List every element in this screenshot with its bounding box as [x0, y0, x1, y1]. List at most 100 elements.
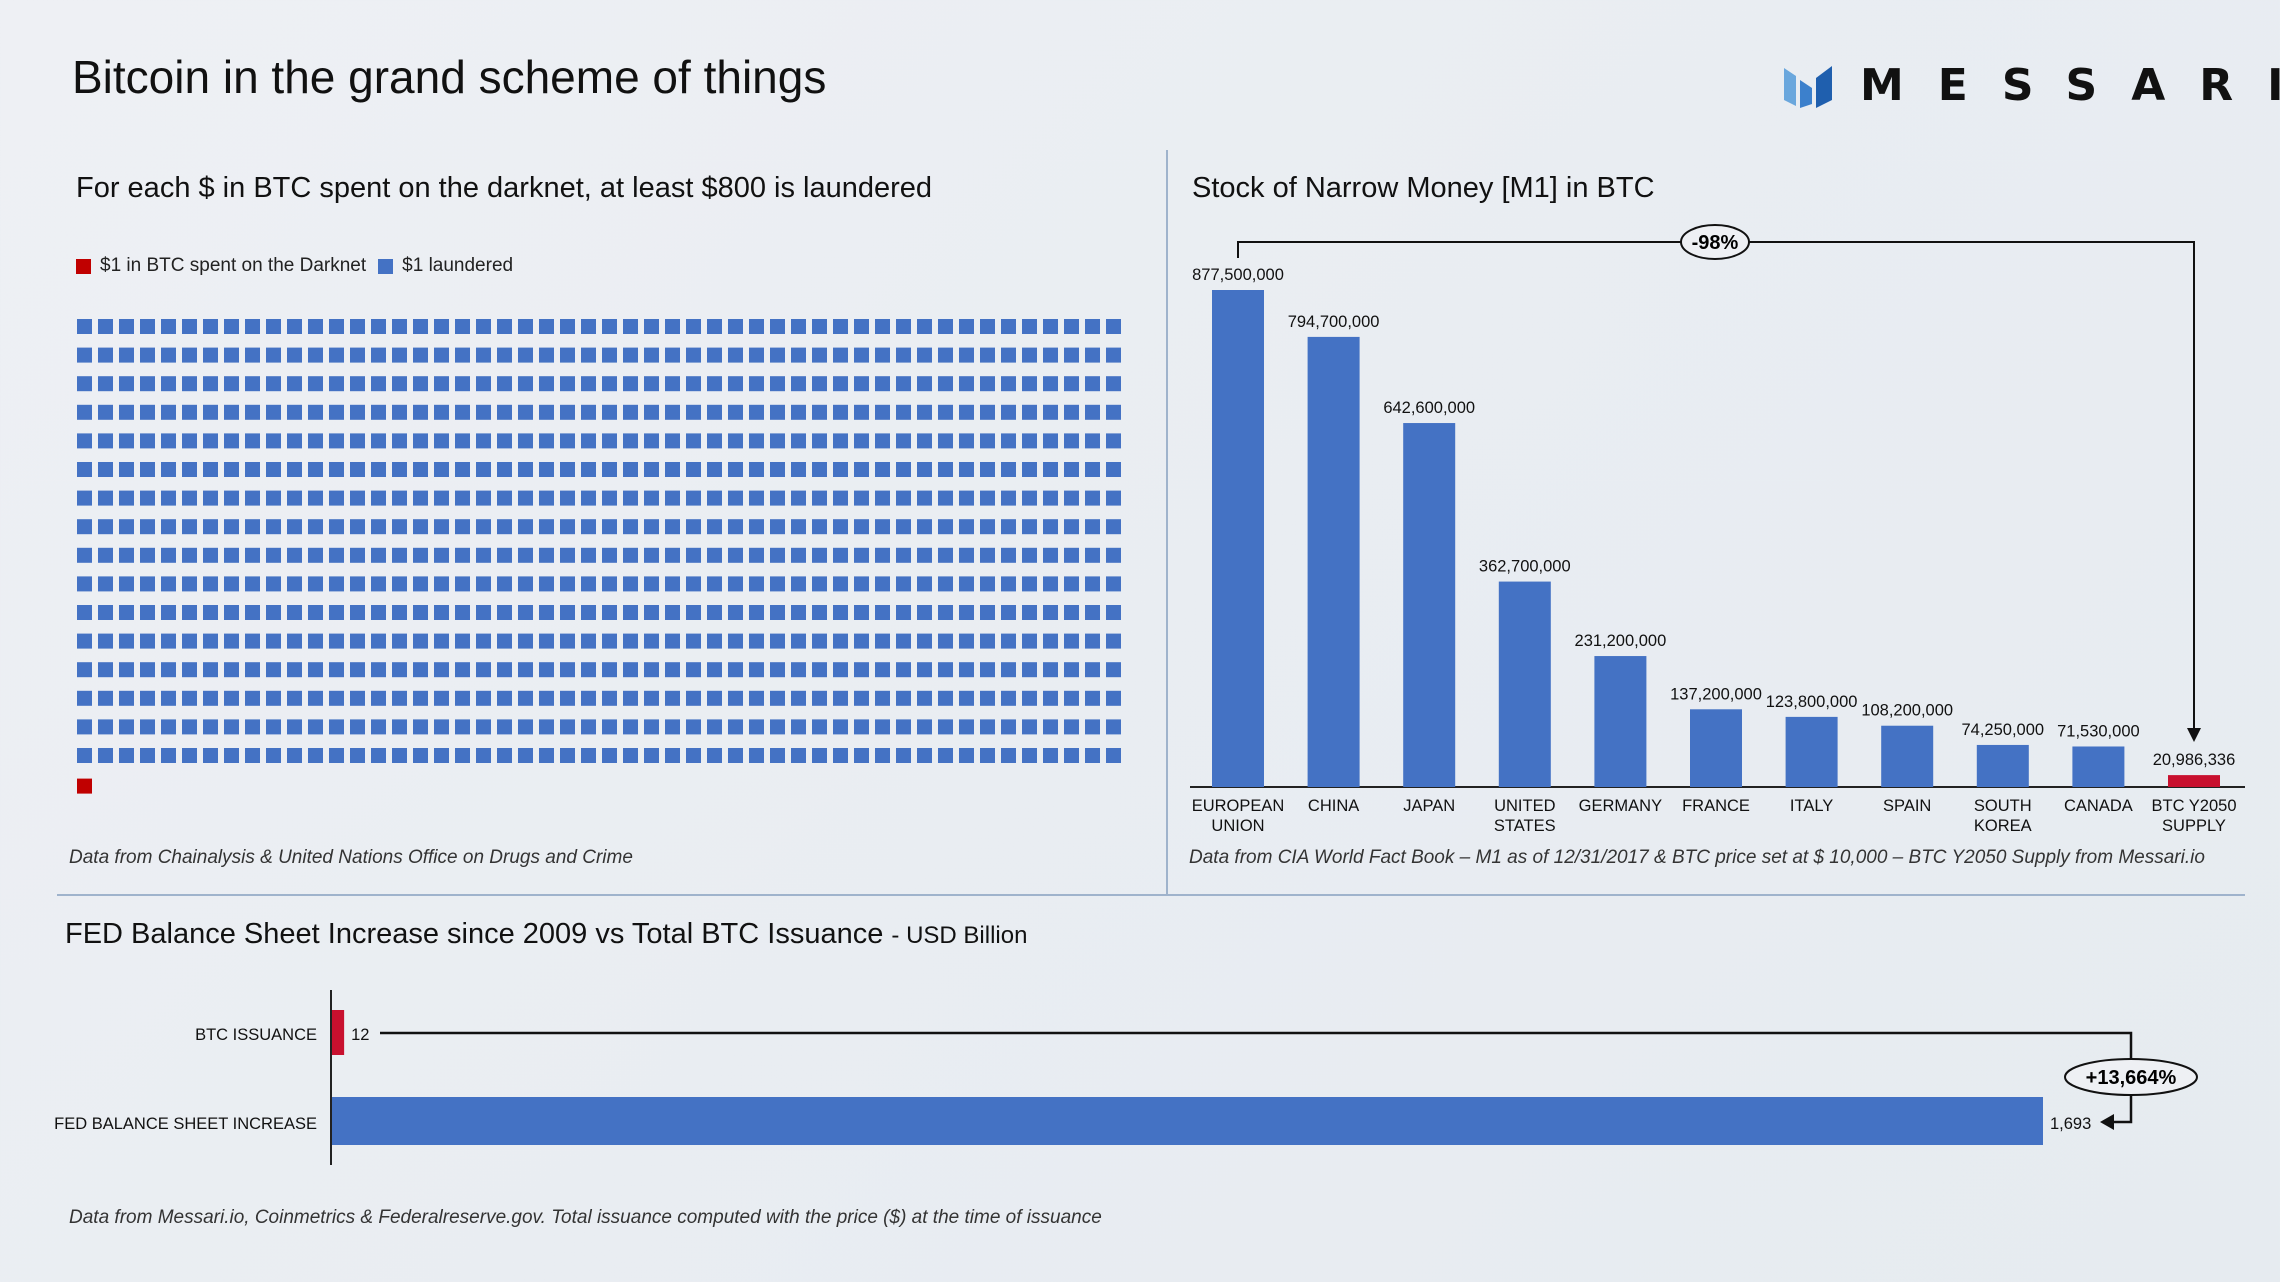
waffle-cell-laundered	[203, 633, 218, 649]
waffle-cell-laundered	[371, 347, 386, 363]
waffle-cell-laundered	[560, 519, 575, 535]
waffle-cell-laundered	[497, 490, 512, 506]
waffle-cell-laundered	[1022, 376, 1037, 392]
waffle-cell-laundered	[287, 519, 302, 535]
waffle-cell-laundered	[1106, 576, 1121, 592]
waffle-cell-laundered	[707, 662, 722, 678]
waffle-cell-laundered	[413, 576, 428, 592]
waffle-cell-laundered	[1001, 433, 1016, 449]
waffle-cell-laundered	[770, 519, 785, 535]
waffle-cell-laundered	[854, 376, 869, 392]
waffle-cell-laundered	[959, 490, 974, 506]
waffle-cell-laundered	[140, 662, 155, 678]
waffle-cell-laundered	[1085, 605, 1100, 620]
waffle-cell-laundered	[203, 719, 218, 735]
waffle-cell-laundered	[644, 748, 659, 763]
waffle-cell-laundered	[476, 519, 491, 535]
waffle-cell-laundered	[455, 547, 470, 563]
waffle-cell-laundered	[917, 319, 932, 334]
waffle-cell-laundered	[1022, 576, 1037, 592]
waffle-cell-darknet	[77, 778, 92, 794]
waffle-cell-laundered	[308, 433, 323, 449]
waffle-cell-laundered	[1106, 605, 1121, 620]
waffle-cell-laundered	[392, 319, 407, 334]
waffle-cell-laundered	[539, 547, 554, 563]
waffle-cell-laundered	[980, 547, 995, 563]
waffle-cell-laundered	[917, 347, 932, 363]
waffle-cell-laundered	[896, 719, 911, 735]
bar	[1881, 725, 1934, 787]
waffle-cell-laundered	[119, 719, 134, 735]
waffle-cell-laundered	[518, 404, 533, 420]
waffle-title: For each $ in BTC spent on the darknet, …	[76, 172, 933, 204]
waffle-cell-laundered	[917, 576, 932, 592]
waffle-cell-laundered	[917, 376, 932, 392]
waffle-cell-laundered	[665, 462, 680, 477]
waffle-cell-laundered	[1085, 404, 1100, 420]
waffle-cell-laundered	[287, 605, 302, 620]
category-label: SOUTH	[1974, 797, 2032, 815]
waffle-cell-laundered	[560, 690, 575, 706]
waffle-cell-laundered	[854, 347, 869, 363]
waffle-cell-laundered	[623, 376, 638, 392]
waffle-cell-laundered	[245, 490, 260, 506]
waffle-cell-laundered	[833, 404, 848, 420]
waffle-cell-laundered	[392, 519, 407, 535]
waffle-cell-laundered	[980, 690, 995, 706]
waffle-cell-laundered	[560, 347, 575, 363]
waffle-cell-laundered	[140, 433, 155, 449]
legend-label-laundered: $1 laundered	[402, 255, 514, 276]
waffle-cell-laundered	[560, 719, 575, 735]
waffle-cell-laundered	[1022, 719, 1037, 735]
bar	[1594, 656, 1647, 787]
waffle-cell-laundered	[539, 462, 554, 477]
waffle-cell-laundered	[980, 519, 995, 535]
waffle-cell-laundered	[1043, 433, 1058, 449]
waffle-cell-laundered	[896, 576, 911, 592]
waffle-cell-laundered	[623, 319, 638, 334]
waffle-cell-laundered	[581, 347, 596, 363]
waffle-cell-laundered	[119, 462, 134, 477]
waffle-cell-laundered	[497, 690, 512, 706]
waffle-cell-laundered	[1001, 662, 1016, 678]
waffle-cell-laundered	[602, 404, 617, 420]
waffle-cell-laundered	[623, 347, 638, 363]
waffle-cell-laundered	[623, 490, 638, 506]
waffle-cell-laundered	[224, 462, 239, 477]
waffle-cell-laundered	[119, 605, 134, 620]
waffle-cell-laundered	[350, 719, 365, 735]
waffle-cell-laundered	[1043, 319, 1058, 334]
waffle-cell-laundered	[77, 319, 92, 334]
waffle-cell-laundered	[224, 519, 239, 535]
waffle-cell-laundered	[182, 662, 197, 678]
waffle-cell-laundered	[1064, 547, 1079, 563]
waffle-cell-laundered	[812, 376, 827, 392]
waffle-cell-laundered	[287, 547, 302, 563]
waffle-cell-laundered	[1043, 633, 1058, 649]
waffle-cell-laundered	[728, 719, 743, 735]
waffle-cell-laundered	[854, 748, 869, 763]
waffle-cell-laundered	[1001, 690, 1016, 706]
waffle-cell-laundered	[329, 519, 344, 535]
waffle-cell-laundered	[518, 605, 533, 620]
waffle-cell-laundered	[707, 519, 722, 535]
waffle-cell-laundered	[539, 719, 554, 735]
waffle-cell-laundered	[581, 690, 596, 706]
waffle-cell-laundered	[161, 490, 176, 506]
waffle-cell-laundered	[476, 633, 491, 649]
waffle-cell-laundered	[1001, 719, 1016, 735]
waffle-cell-laundered	[434, 462, 449, 477]
bar	[2168, 775, 2220, 787]
waffle-cell-laundered	[1106, 462, 1121, 477]
waffle-cell-laundered	[791, 748, 806, 763]
bar-value-label: 877,500,000	[1192, 266, 1284, 284]
category-label: BTC Y2050	[2152, 797, 2237, 815]
waffle-cell-laundered	[119, 748, 134, 763]
waffle-cell-laundered	[308, 404, 323, 420]
waffle-cell-laundered	[371, 662, 386, 678]
waffle-cell-laundered	[266, 748, 281, 763]
waffle-cell-laundered	[560, 748, 575, 763]
waffle-cell-laundered	[875, 319, 890, 334]
waffle-cell-laundered	[455, 605, 470, 620]
waffle-cell-laundered	[749, 433, 764, 449]
